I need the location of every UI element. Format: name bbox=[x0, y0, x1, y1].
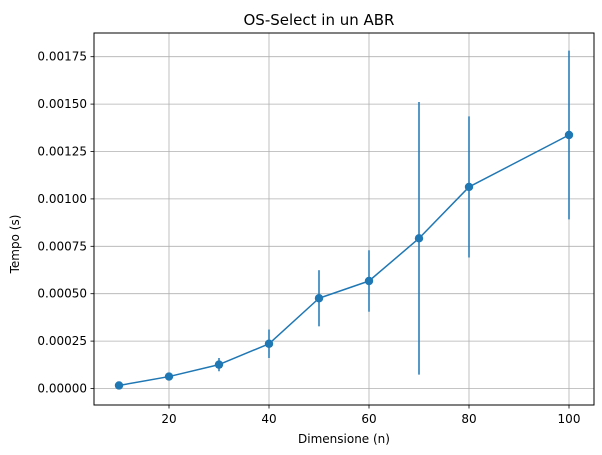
y-tick-label: 0.00100 bbox=[37, 192, 87, 206]
data-point bbox=[364, 276, 374, 286]
plot-frame bbox=[93, 32, 595, 406]
y-tick-label: 0.00000 bbox=[37, 382, 87, 396]
x-tick-label: 40 bbox=[261, 412, 276, 426]
data-points bbox=[114, 130, 574, 390]
y-tick-label: 0.00050 bbox=[37, 287, 87, 301]
error-bars bbox=[118, 50, 570, 387]
y-tick-label: 0.00025 bbox=[37, 334, 87, 348]
x-tick-label: 80 bbox=[461, 412, 476, 426]
series-line-group bbox=[118, 134, 570, 387]
data-point bbox=[564, 130, 574, 140]
y-tick-label: 0.00125 bbox=[37, 145, 87, 159]
y-tick-label: 0.00075 bbox=[37, 239, 87, 253]
data-point bbox=[414, 234, 424, 243]
x-tick-label: 100 bbox=[558, 412, 581, 426]
series-line bbox=[118, 134, 570, 387]
y-tick-label: 0.00150 bbox=[37, 97, 87, 111]
data-point bbox=[214, 360, 224, 369]
x-tick-label: 20 bbox=[161, 412, 176, 426]
data-point bbox=[264, 339, 274, 348]
data-point bbox=[114, 381, 124, 390]
x-tick-label: 60 bbox=[361, 412, 376, 426]
y-axis-label: Tempo (s) bbox=[8, 215, 22, 275]
grid-lines bbox=[94, 33, 594, 405]
y-tick-label: 0.00175 bbox=[37, 50, 87, 64]
data-point bbox=[164, 372, 174, 381]
data-point bbox=[464, 182, 474, 192]
data-point bbox=[314, 294, 324, 303]
x-axis-label: Dimensione (n) bbox=[298, 432, 390, 446]
axis-ticks: 20 40 60 80 100 0.00000 0.00025 0.00050 0.00075 0… bbox=[37, 50, 580, 426]
chart-title: OS-Select in un ABR bbox=[244, 11, 395, 29]
